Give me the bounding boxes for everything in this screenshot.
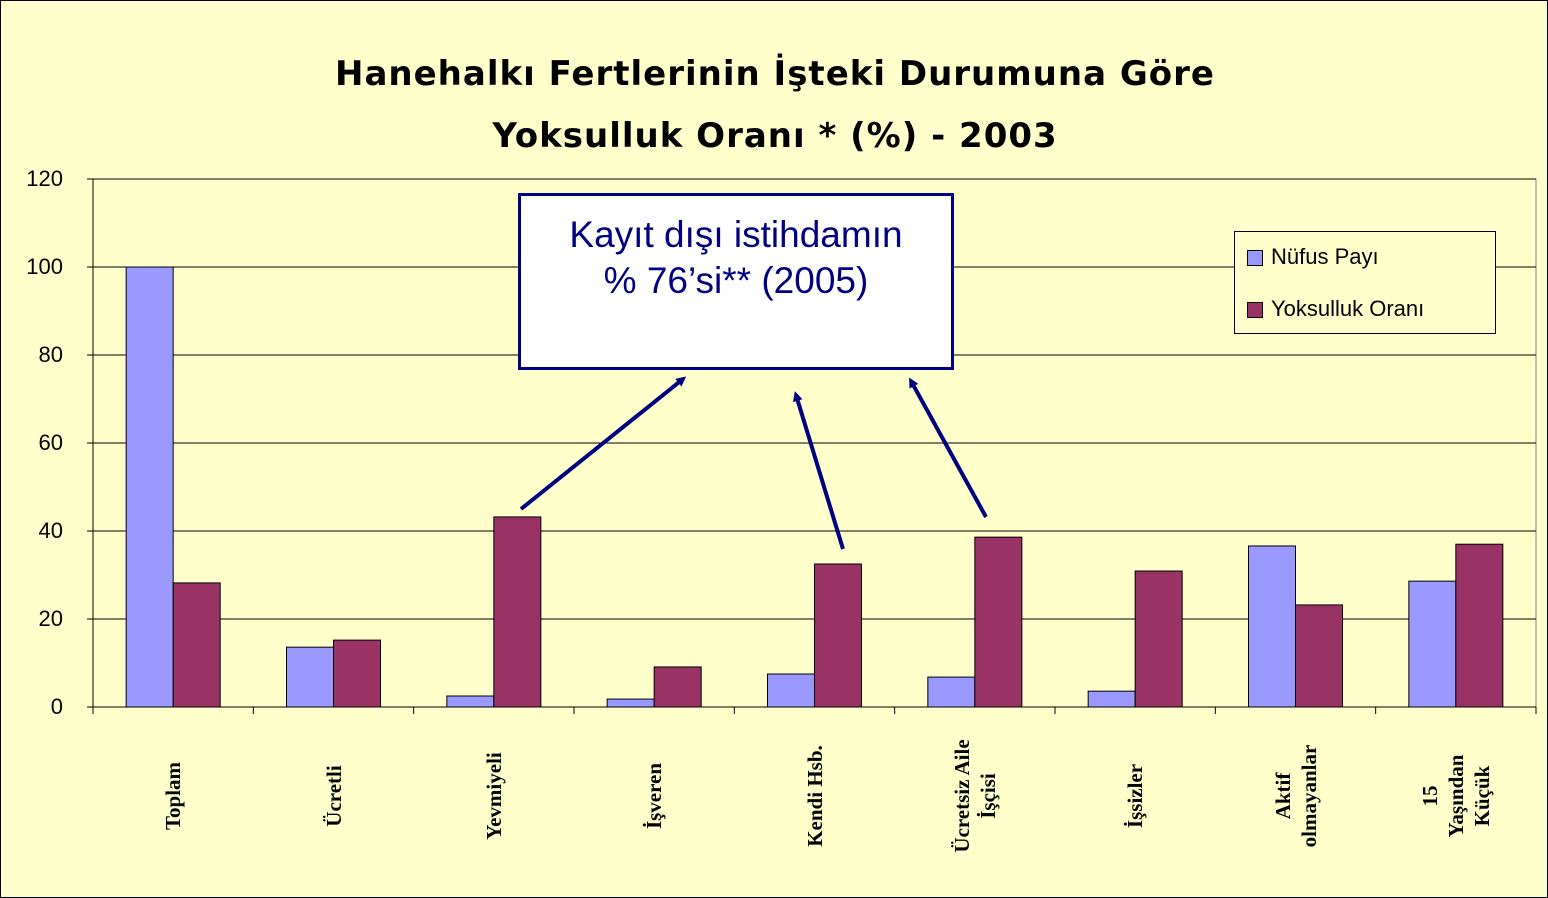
bar	[606, 698, 655, 708]
bar	[1455, 543, 1504, 708]
y-tick-label: 120	[26, 166, 63, 191]
bar	[333, 639, 381, 708]
x-tick-label: Yevmiyeli	[481, 752, 506, 840]
x-tick-label: Aktif olmayanlar	[1270, 744, 1321, 848]
y-tick-label: 20	[38, 606, 63, 631]
bar	[125, 266, 174, 708]
legend-item: Yoksulluk Oranı	[1247, 296, 1424, 322]
arrow	[909, 377, 988, 518]
x-tick-label: Ücretli	[321, 765, 346, 827]
y-tick-label: 80	[38, 342, 63, 367]
bar	[974, 536, 1023, 708]
bar	[927, 676, 976, 708]
bar	[1087, 690, 1136, 708]
bar	[1248, 545, 1296, 708]
legend: Nüfus Payı Yoksulluk Oranı	[1234, 231, 1496, 334]
bar	[286, 646, 334, 708]
arrow	[792, 391, 845, 550]
bar	[653, 666, 702, 708]
bar	[1408, 580, 1457, 708]
legend-label: Nüfus Payı	[1271, 244, 1379, 269]
x-tick-label: Toplam	[161, 761, 186, 831]
y-tick-label: 60	[38, 430, 63, 455]
bar	[814, 563, 862, 708]
legend-item: Nüfus Payı	[1247, 244, 1379, 270]
chart-title: Hanehalkı Fertlerinin İşteki Durumuna Gö…	[335, 54, 1215, 156]
legend-label: Yoksulluk Oranı	[1271, 296, 1425, 321]
bar	[767, 673, 815, 708]
bar	[172, 582, 221, 708]
y-tick-label: 0	[50, 694, 63, 719]
x-tick-label: İşsizler	[1123, 763, 1148, 829]
bar	[493, 516, 542, 708]
x-tick-label: Ücretsiz Aile İşçisi	[949, 739, 1000, 853]
legend-swatch	[1247, 250, 1263, 267]
bar	[1295, 604, 1343, 708]
y-tick-label: 100	[26, 254, 63, 279]
x-tick-label: Kendi Hsb.	[802, 745, 827, 847]
legend-swatch	[1247, 302, 1263, 319]
bar	[446, 695, 495, 708]
arrow	[519, 376, 687, 511]
x-tick-label: 15 Yaşından Küçük	[1417, 754, 1494, 838]
y-tick-label: 40	[38, 518, 63, 543]
bar	[1134, 570, 1183, 708]
annotation: Kayıt dışı istihdamın % 76’si** (2005)	[518, 193, 954, 370]
x-tick-label: İşveren	[642, 762, 667, 830]
